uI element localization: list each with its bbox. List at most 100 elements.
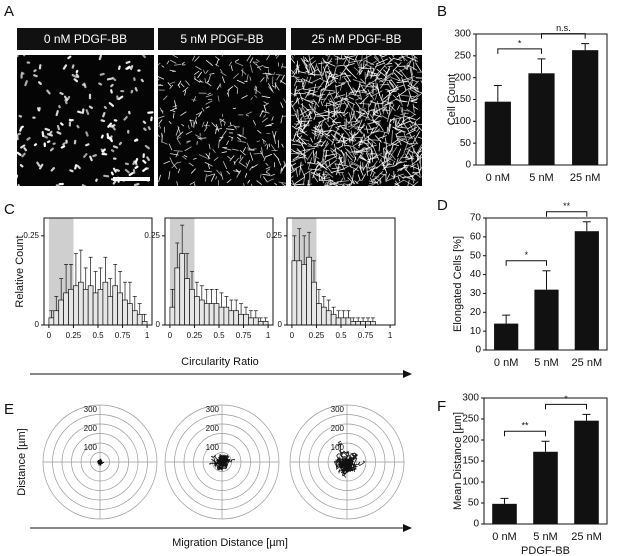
cell bbox=[280, 164, 286, 171]
cell bbox=[161, 65, 165, 68]
cell bbox=[226, 179, 232, 184]
hist-bar bbox=[365, 321, 371, 326]
cell bbox=[366, 164, 369, 177]
cell bbox=[336, 110, 342, 118]
cell bbox=[261, 117, 268, 123]
cell bbox=[392, 55, 394, 57]
cell bbox=[115, 168, 120, 172]
cell bbox=[388, 124, 392, 135]
cell bbox=[349, 146, 357, 160]
cell bbox=[181, 124, 185, 127]
cell bbox=[327, 55, 331, 61]
cell bbox=[23, 55, 26, 57]
cell bbox=[360, 153, 364, 158]
bar bbox=[484, 101, 511, 165]
cell bbox=[389, 152, 396, 161]
cell bbox=[245, 114, 249, 117]
cell bbox=[374, 114, 383, 118]
cell bbox=[186, 140, 190, 144]
cell bbox=[44, 127, 51, 132]
cell bbox=[245, 160, 250, 169]
cell bbox=[46, 140, 51, 144]
cell bbox=[222, 76, 225, 83]
cell bbox=[220, 171, 224, 180]
hist-bar bbox=[194, 296, 200, 326]
cell bbox=[391, 130, 393, 144]
image-header bbox=[17, 28, 154, 50]
cell bbox=[308, 55, 311, 64]
cell bbox=[411, 174, 415, 184]
x-axis-label: Circularity Ratio bbox=[181, 356, 259, 368]
image-label: 25 nM PDGF-BB bbox=[311, 32, 401, 46]
cell bbox=[266, 144, 269, 150]
cell bbox=[389, 102, 391, 110]
cell bbox=[233, 170, 241, 173]
cell bbox=[343, 118, 352, 126]
cell bbox=[158, 76, 165, 80]
cell bbox=[199, 154, 208, 159]
cell bbox=[261, 110, 270, 114]
cell bbox=[310, 77, 322, 84]
cell bbox=[249, 76, 252, 81]
y-tick-label: 0 bbox=[156, 320, 161, 329]
cell bbox=[167, 82, 171, 87]
cell bbox=[419, 176, 422, 178]
cell bbox=[374, 135, 382, 143]
significance-label: * bbox=[518, 38, 522, 48]
cell bbox=[171, 161, 178, 169]
cell bbox=[39, 163, 44, 170]
y-tick-label: 250 bbox=[454, 50, 471, 61]
cell bbox=[280, 167, 282, 174]
cell bbox=[339, 124, 350, 137]
cell bbox=[222, 161, 228, 170]
cell bbox=[335, 84, 338, 99]
cell bbox=[400, 156, 409, 159]
bar bbox=[528, 73, 555, 165]
y-tick-label: 30 bbox=[470, 288, 482, 299]
cell bbox=[334, 91, 339, 100]
cell bbox=[379, 158, 382, 163]
cell bbox=[158, 124, 161, 129]
cell bbox=[238, 161, 246, 168]
cell bbox=[246, 74, 249, 83]
cell bbox=[64, 99, 68, 105]
cell bbox=[268, 86, 274, 93]
cell bbox=[303, 147, 316, 151]
cell bbox=[351, 110, 355, 120]
y-tick-label: 150 bbox=[454, 94, 471, 105]
cell bbox=[215, 123, 220, 132]
cell bbox=[410, 99, 418, 102]
y-tick-label: 70 bbox=[470, 213, 482, 224]
cell bbox=[322, 92, 330, 103]
hist-bar bbox=[199, 299, 205, 326]
cell bbox=[398, 139, 402, 146]
cell bbox=[374, 94, 378, 101]
cell bbox=[85, 109, 90, 115]
cell bbox=[176, 181, 178, 186]
cell bbox=[401, 55, 406, 62]
cell bbox=[407, 97, 411, 107]
cell bbox=[275, 74, 283, 76]
cell bbox=[361, 173, 366, 182]
cell bbox=[344, 63, 355, 67]
cell bbox=[367, 120, 381, 125]
cell bbox=[73, 78, 79, 83]
cell bbox=[298, 139, 306, 151]
cell bbox=[239, 154, 242, 160]
cell bbox=[123, 115, 128, 121]
cell bbox=[117, 65, 121, 70]
cell bbox=[176, 136, 181, 140]
cell bbox=[300, 149, 310, 156]
cell bbox=[198, 111, 203, 118]
cell bbox=[345, 93, 351, 98]
bar bbox=[574, 231, 599, 350]
significance-label: * bbox=[564, 394, 568, 404]
hist-bar bbox=[82, 288, 89, 326]
cell bbox=[144, 167, 149, 171]
cell bbox=[359, 167, 364, 176]
panel-label: C bbox=[4, 201, 15, 218]
cell bbox=[325, 121, 330, 127]
cell bbox=[329, 100, 338, 105]
cell bbox=[396, 90, 407, 98]
cell bbox=[270, 144, 276, 152]
